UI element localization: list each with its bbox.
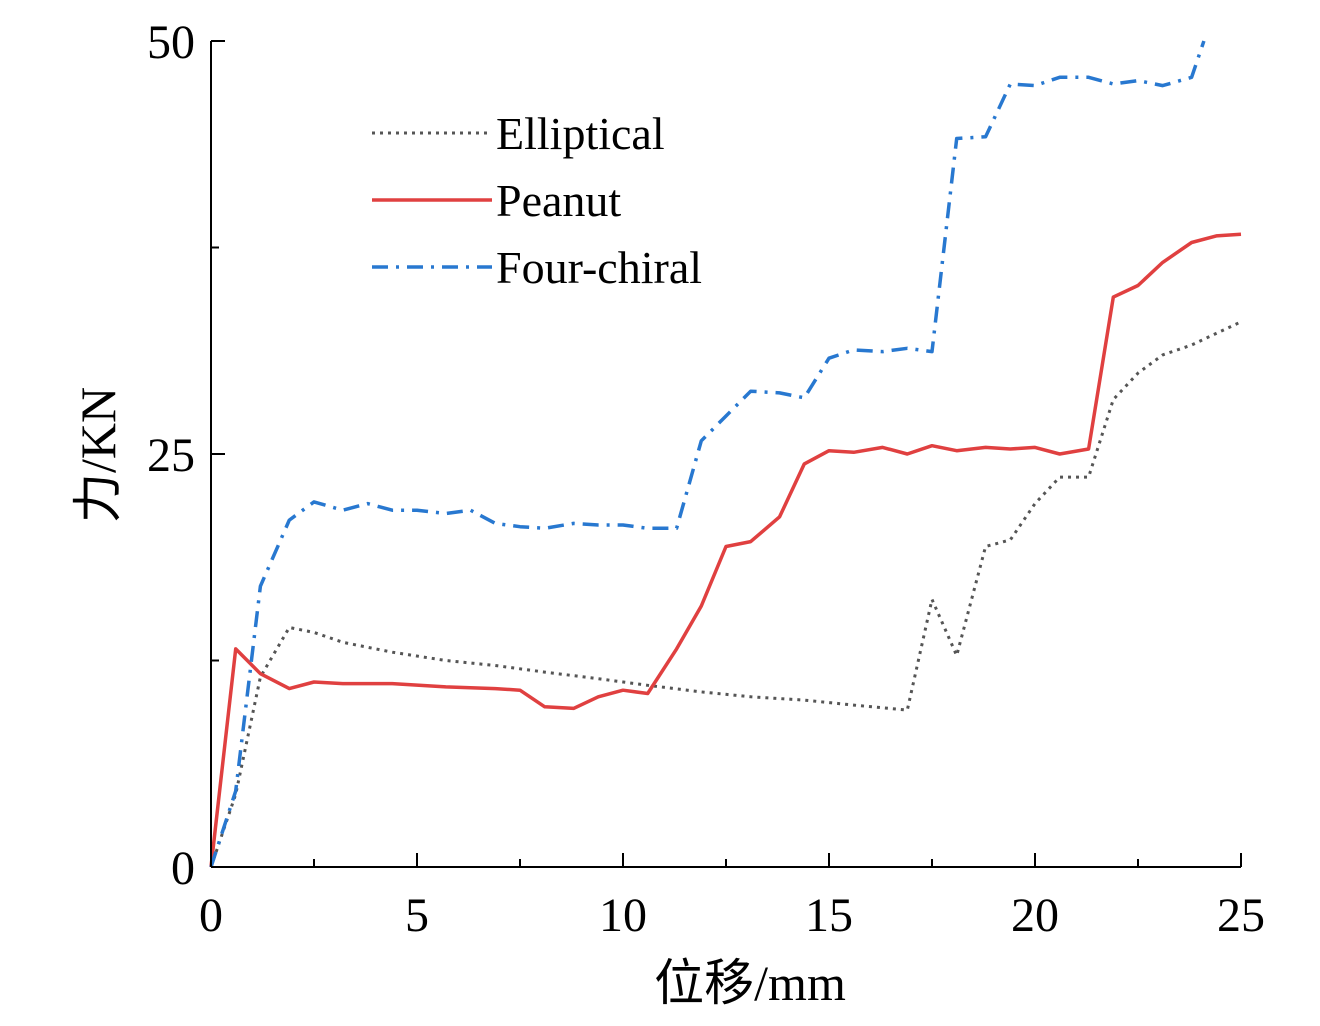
plot-lines — [209, 40, 1242, 868]
y-tick-label: 25 — [147, 429, 195, 482]
x-tick-label: 10 — [599, 889, 647, 942]
legend: Elliptical Peanut Four-chiral — [372, 108, 702, 293]
y-tick-label: 0 — [171, 842, 195, 895]
x-tick-label: 15 — [805, 889, 853, 942]
x-tick-label: 25 — [1217, 889, 1265, 942]
y-axis-ticks: 0 25 50 — [147, 16, 225, 895]
x-axis-ticks: 0 5 10 15 20 25 — [199, 853, 1265, 942]
legend-label-peanut: Peanut — [496, 175, 621, 226]
series-line-elliptical — [209, 320, 1242, 868]
legend-label-four-chiral: Four-chiral — [496, 242, 702, 293]
x-tick-label: 20 — [1011, 889, 1059, 942]
x-tick-label: 5 — [405, 889, 429, 942]
series-line-four-chiral — [209, 40, 1206, 868]
x-tick-label: 0 — [199, 889, 223, 942]
y-axis-title: 力/KN — [70, 387, 126, 523]
series-line-peanut — [209, 232, 1242, 868]
legend-label-elliptical: Elliptical — [496, 108, 665, 159]
x-axis-title: 位移/mm — [654, 955, 846, 1011]
y-tick-label: 50 — [147, 16, 195, 69]
